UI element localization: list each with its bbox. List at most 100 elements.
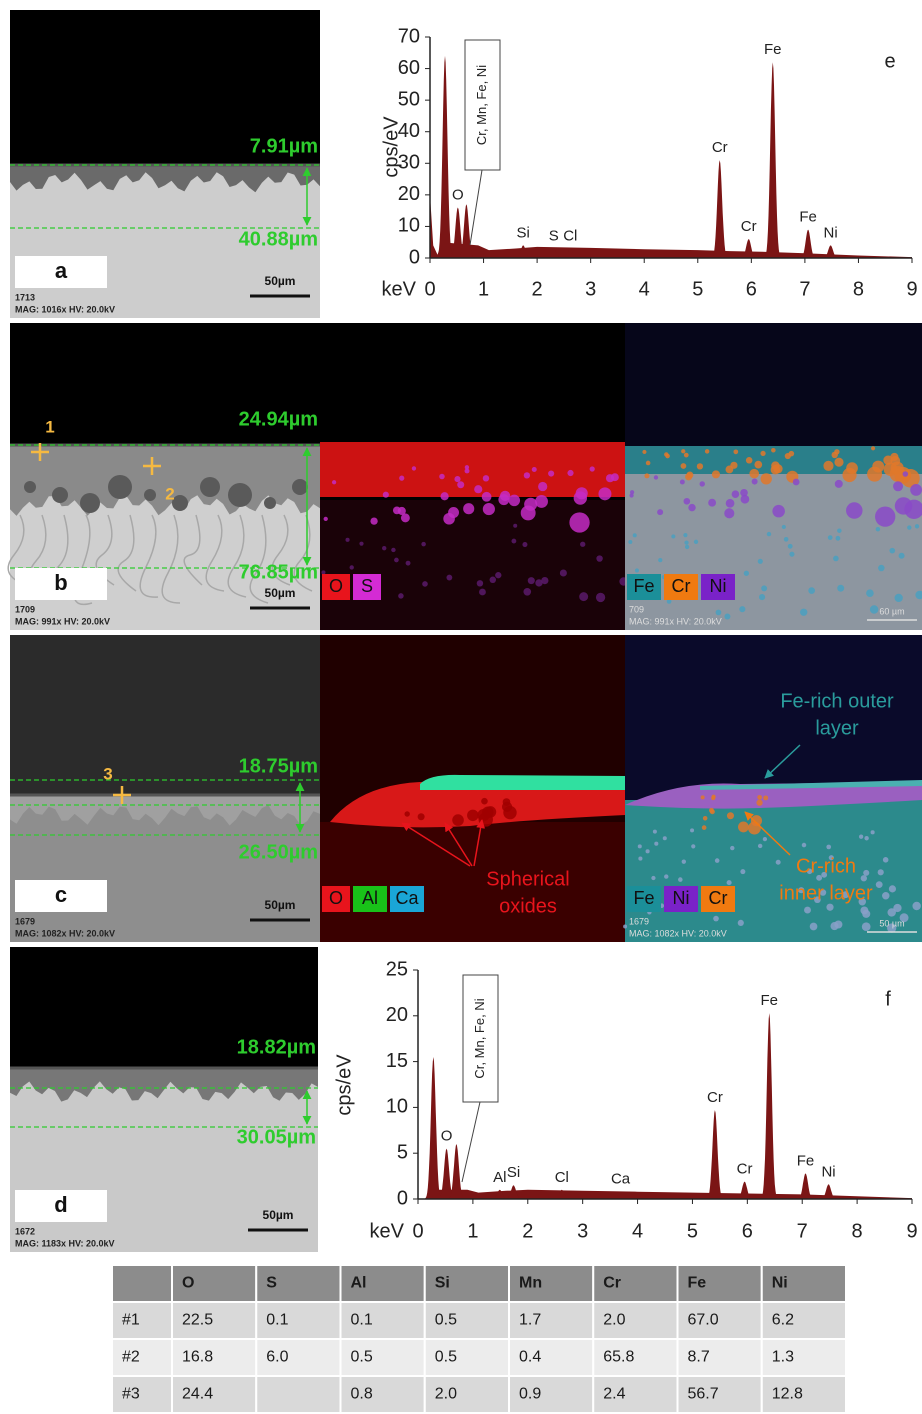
element-signal bbox=[477, 580, 483, 586]
x-tick-label: 3 bbox=[577, 1220, 588, 1242]
point-label: 1 bbox=[45, 417, 54, 436]
element-signal bbox=[454, 476, 460, 482]
inner-oxide bbox=[264, 497, 276, 509]
image-mag: MAG: 1016x HV: 20.0kV bbox=[15, 304, 115, 314]
image-id: 1672 bbox=[15, 1226, 35, 1236]
thickness-label: 40.88µm bbox=[239, 228, 318, 250]
x-tick-label: 6 bbox=[742, 1220, 753, 1242]
table-value: 2.0 bbox=[435, 1386, 457, 1403]
table-header: Mn bbox=[519, 1275, 542, 1292]
element-signal bbox=[443, 513, 455, 525]
x-tick-label: 9 bbox=[906, 278, 917, 300]
annotation-text: layer bbox=[815, 717, 859, 739]
element-signal bbox=[686, 472, 693, 479]
element-signal bbox=[878, 869, 884, 875]
y-tick-label: 70 bbox=[398, 25, 420, 47]
element-signal bbox=[391, 548, 395, 552]
peak-label: Ca bbox=[611, 1171, 631, 1188]
element-signal bbox=[398, 507, 406, 515]
thickness-label: 26.50µm bbox=[239, 841, 318, 863]
x-tick-label: 4 bbox=[632, 1220, 643, 1242]
peak-label: Fe bbox=[761, 992, 779, 1009]
element-signal bbox=[646, 461, 651, 466]
y-tick-label: 0 bbox=[409, 246, 420, 268]
element-signal bbox=[523, 588, 531, 596]
table-cell bbox=[112, 1339, 172, 1376]
element-signal bbox=[598, 487, 611, 500]
table-value: 0.5 bbox=[435, 1312, 457, 1329]
element-signal bbox=[606, 474, 614, 482]
x-axis-label: keV bbox=[382, 278, 417, 300]
x-tick-label: 7 bbox=[799, 278, 810, 300]
map-substrate bbox=[625, 470, 922, 630]
table-value: 24.4 bbox=[182, 1386, 213, 1403]
element-signal bbox=[810, 923, 818, 931]
table-value: 0.4 bbox=[519, 1349, 541, 1366]
element-signal bbox=[871, 446, 875, 450]
element-signal bbox=[882, 892, 889, 899]
element-signal bbox=[705, 449, 709, 453]
element-signal bbox=[580, 542, 585, 547]
y-axis-label: cps/eV bbox=[333, 1054, 355, 1116]
element-signal bbox=[638, 844, 642, 848]
element-signal bbox=[823, 461, 833, 471]
element-signal bbox=[763, 795, 768, 800]
element-signal bbox=[567, 470, 573, 476]
element-signal bbox=[467, 810, 478, 821]
legend-label: Ni bbox=[710, 576, 727, 596]
x-tick-label: 9 bbox=[906, 1220, 917, 1242]
table-cell bbox=[112, 1265, 172, 1302]
element-signal bbox=[697, 463, 703, 469]
y-tick-label: 20 bbox=[398, 183, 420, 205]
element-signal bbox=[738, 920, 744, 926]
table-header: O bbox=[182, 1275, 194, 1292]
x-tick-label: 3 bbox=[585, 278, 596, 300]
table-value: 8.7 bbox=[688, 1349, 710, 1366]
outer-layer bbox=[420, 775, 625, 790]
element-signal bbox=[757, 795, 762, 800]
element-signal bbox=[483, 475, 489, 481]
element-signal bbox=[903, 471, 909, 477]
element-signal bbox=[785, 453, 791, 459]
map-substrate bbox=[320, 822, 625, 942]
element-signal bbox=[836, 536, 841, 541]
element-signal bbox=[699, 481, 704, 486]
element-signal bbox=[754, 461, 762, 469]
element-signal bbox=[638, 857, 642, 861]
image-mag: MAG: 1183x HV: 20.0kV bbox=[15, 1238, 115, 1248]
element-signal bbox=[440, 492, 448, 500]
element-signal bbox=[758, 844, 762, 848]
element-signal bbox=[490, 577, 496, 583]
element-signal bbox=[590, 466, 595, 471]
table-value: 16.8 bbox=[182, 1349, 213, 1366]
peak-label: O bbox=[441, 1128, 453, 1145]
element-signal bbox=[772, 505, 785, 518]
element-signal bbox=[862, 922, 871, 931]
element-signal bbox=[740, 869, 745, 874]
element-signal bbox=[793, 479, 800, 486]
x-tick-label: 6 bbox=[746, 278, 757, 300]
element-signal bbox=[421, 542, 426, 547]
element-signal bbox=[834, 449, 839, 454]
element-signal bbox=[399, 476, 404, 481]
element-signal bbox=[726, 466, 734, 474]
figure: 7.91µm40.88µma1713MAG: 1016x HV: 20.0kV5… bbox=[0, 0, 922, 1414]
table-value: 6.2 bbox=[772, 1312, 794, 1329]
element-signal bbox=[756, 800, 762, 806]
page: { "panels": [ {"letter": "a", "id": "171… bbox=[0, 0, 922, 1414]
element-signal bbox=[350, 565, 354, 569]
element-signal bbox=[889, 885, 896, 892]
image-id: 1679 bbox=[15, 916, 35, 926]
image-mag: MAG: 1082x HV: 20.0kV bbox=[15, 928, 115, 938]
legend-label: Ni bbox=[673, 888, 690, 908]
y-tick-label: 10 bbox=[386, 1096, 408, 1118]
element-signal bbox=[457, 481, 464, 488]
scale-label: 50µm bbox=[265, 274, 296, 288]
element-signal bbox=[688, 504, 695, 511]
image-id: 1679 bbox=[629, 916, 649, 926]
element-signal bbox=[738, 822, 749, 833]
element-signal bbox=[701, 795, 705, 799]
element-signal bbox=[446, 575, 452, 581]
element-signal bbox=[418, 813, 425, 820]
element-signal bbox=[871, 830, 875, 834]
